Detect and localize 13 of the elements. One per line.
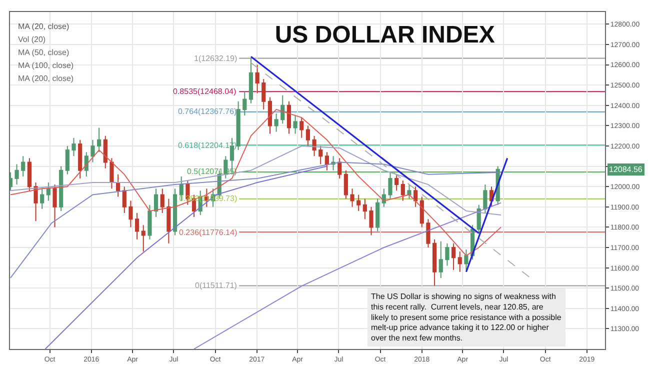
ref-line-label: 0(11511.71) <box>195 281 238 290</box>
chart-title: US DOLLAR INDEX <box>274 21 495 48</box>
annotation: MA (200, close) <box>18 74 74 83</box>
ref-line-label: 0.764(12367.76) <box>178 107 238 116</box>
annotation: MA (50, close) <box>18 48 70 57</box>
text: 12084.56 <box>609 165 643 174</box>
annotation: Vol (20) <box>18 35 46 44</box>
ref-line-label: 0.236(11776.14) <box>179 228 238 237</box>
annotation: The US Dollar is showing no signs of weakness with this recent rally. Current levels, near 120.85, are likely to present some price resistance with a possible melt-up price advance taking it to 122.00 or higher over the next few months. <box>371 292 562 343</box>
ref-line-label: 0.8535(12468.04) <box>173 87 236 96</box>
annotation: MA (20, close) <box>18 22 70 31</box>
ref-line-label: 1(12632.19) <box>194 54 238 63</box>
annotation: MA (100, close) <box>18 61 74 70</box>
